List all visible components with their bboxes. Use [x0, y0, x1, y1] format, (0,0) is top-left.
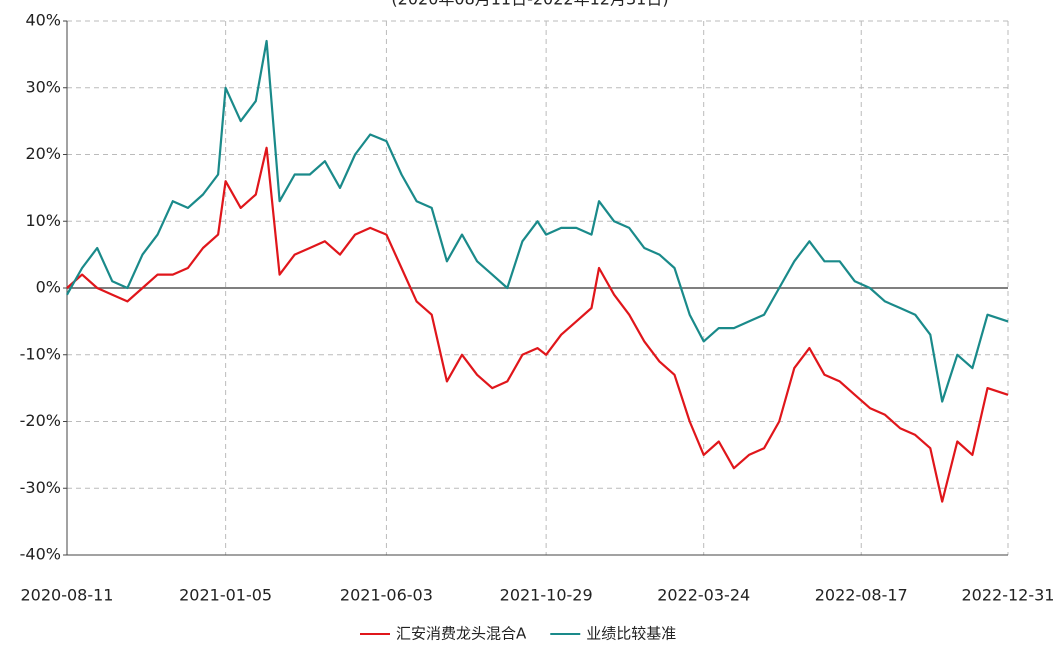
- series-line: [66, 39, 1009, 403]
- y-tick-label: 40%: [25, 11, 61, 30]
- y-tick-label: 0%: [36, 278, 61, 297]
- y-tick-label: -10%: [20, 344, 61, 363]
- y-tick-label: -40%: [20, 545, 61, 564]
- y-tick-label: -20%: [20, 411, 61, 430]
- x-tick-label: 2021-10-29: [500, 586, 593, 605]
- y-tick-label: 10%: [25, 211, 61, 230]
- y-tick-label: -30%: [20, 478, 61, 497]
- series-line: [66, 146, 1009, 503]
- y-tick-label: 30%: [25, 77, 61, 96]
- x-tick-label: 2022-08-17: [815, 586, 908, 605]
- x-tick-label: 2020-08-11: [21, 586, 114, 605]
- chart-title: (2020年08月11日-2022年12月31日): [391, 0, 668, 9]
- y-tick-label: 20%: [25, 144, 61, 163]
- x-tick-label: 2022-12-31: [962, 586, 1055, 605]
- x-tick-label: 2021-06-03: [340, 586, 433, 605]
- legend-label: 业绩比较基准: [586, 625, 676, 643]
- legend-label: 汇安消费龙头混合A: [396, 625, 527, 643]
- x-tick-label: 2021-01-05: [179, 586, 272, 605]
- x-tick-label: 2022-03-24: [657, 586, 750, 605]
